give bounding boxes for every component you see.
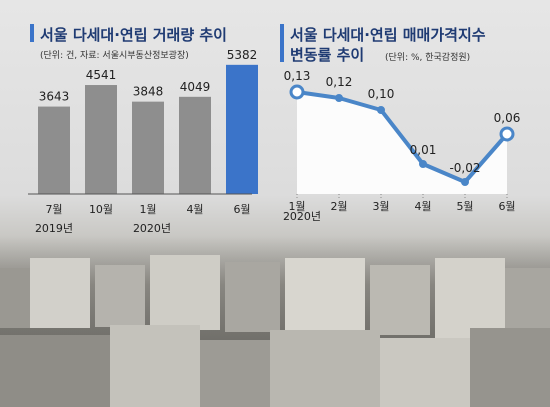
line-chart-title-line-1: 서울 다세대·연립 매매가격지수 bbox=[290, 26, 486, 44]
bar-chart: 서울 다세대·연립 거래량 추이 (단위: 건, 자료: 서울시부동산정보광장)… bbox=[28, 24, 258, 235]
data-point-label: 0,06 bbox=[494, 111, 521, 125]
data-point bbox=[461, 178, 469, 186]
data-point bbox=[377, 106, 385, 114]
line-x-tick-label: 4월 bbox=[414, 200, 431, 213]
bar-3 bbox=[179, 96, 211, 194]
series-line bbox=[296, 90, 509, 184]
bar-x-tick-label: 1월 bbox=[139, 203, 156, 216]
bar-year-label-2020: 2020년 bbox=[133, 222, 171, 235]
bar-year-label-2019: 2019년 bbox=[35, 222, 73, 235]
bar-x-tick-label: 10월 bbox=[89, 203, 113, 216]
bar-x-tick-label: 4월 bbox=[186, 203, 203, 216]
data-point-label: 0,13 bbox=[284, 69, 311, 83]
bar-value-label: 3848 bbox=[133, 85, 164, 99]
data-point-label: -0,02 bbox=[449, 161, 480, 175]
data-point bbox=[499, 126, 515, 142]
data-point-label: 0,01 bbox=[410, 143, 437, 157]
title-accent-bar bbox=[30, 24, 34, 42]
bar-x-tick-label: 7월 bbox=[45, 203, 62, 216]
bar-value-label: 4541 bbox=[86, 68, 117, 82]
data-point-label: 0,12 bbox=[326, 75, 353, 89]
bar-value-label: 5382 bbox=[227, 48, 258, 62]
line-x-tick-label: 3월 bbox=[372, 200, 389, 213]
data-point bbox=[419, 160, 427, 168]
line-chart-title-line-2: 변동률 추이 bbox=[290, 46, 364, 64]
bar-x-tick-label: 6월 bbox=[233, 203, 250, 216]
data-point bbox=[335, 94, 343, 102]
line-year-label-2020: 2020년 bbox=[283, 210, 321, 223]
line-chart: 서울 다세대·연립 매매가격지수 변동률 추이 (단위: %, 한국감정원) 0… bbox=[280, 24, 520, 223]
city-background bbox=[0, 235, 550, 407]
bar-4 bbox=[226, 64, 258, 194]
bar-value-label: 3643 bbox=[39, 90, 70, 104]
bar-1 bbox=[85, 85, 117, 194]
bar-chart-source: (단위: 건, 자료: 서울시부동산정보광장) bbox=[40, 49, 189, 61]
line-x-tick-label: 2월 bbox=[330, 200, 347, 213]
bar-value-label: 4049 bbox=[180, 80, 211, 94]
line-x-tick-label: 6월 bbox=[498, 200, 515, 213]
data-point bbox=[289, 84, 305, 100]
line-chart-source: (단위: %, 한국감정원) bbox=[385, 51, 470, 63]
title-accent-bar bbox=[280, 24, 284, 62]
data-point-label: 0,10 bbox=[368, 87, 395, 101]
bar-0 bbox=[38, 106, 70, 194]
bar-chart-title: 서울 다세대·연립 거래량 추이 bbox=[40, 26, 227, 44]
line-x-tick-label: 1월 bbox=[288, 200, 305, 213]
line-area-fill bbox=[297, 92, 507, 194]
line-x-tick-label: 5월 bbox=[456, 200, 473, 213]
bar-2 bbox=[132, 101, 164, 194]
